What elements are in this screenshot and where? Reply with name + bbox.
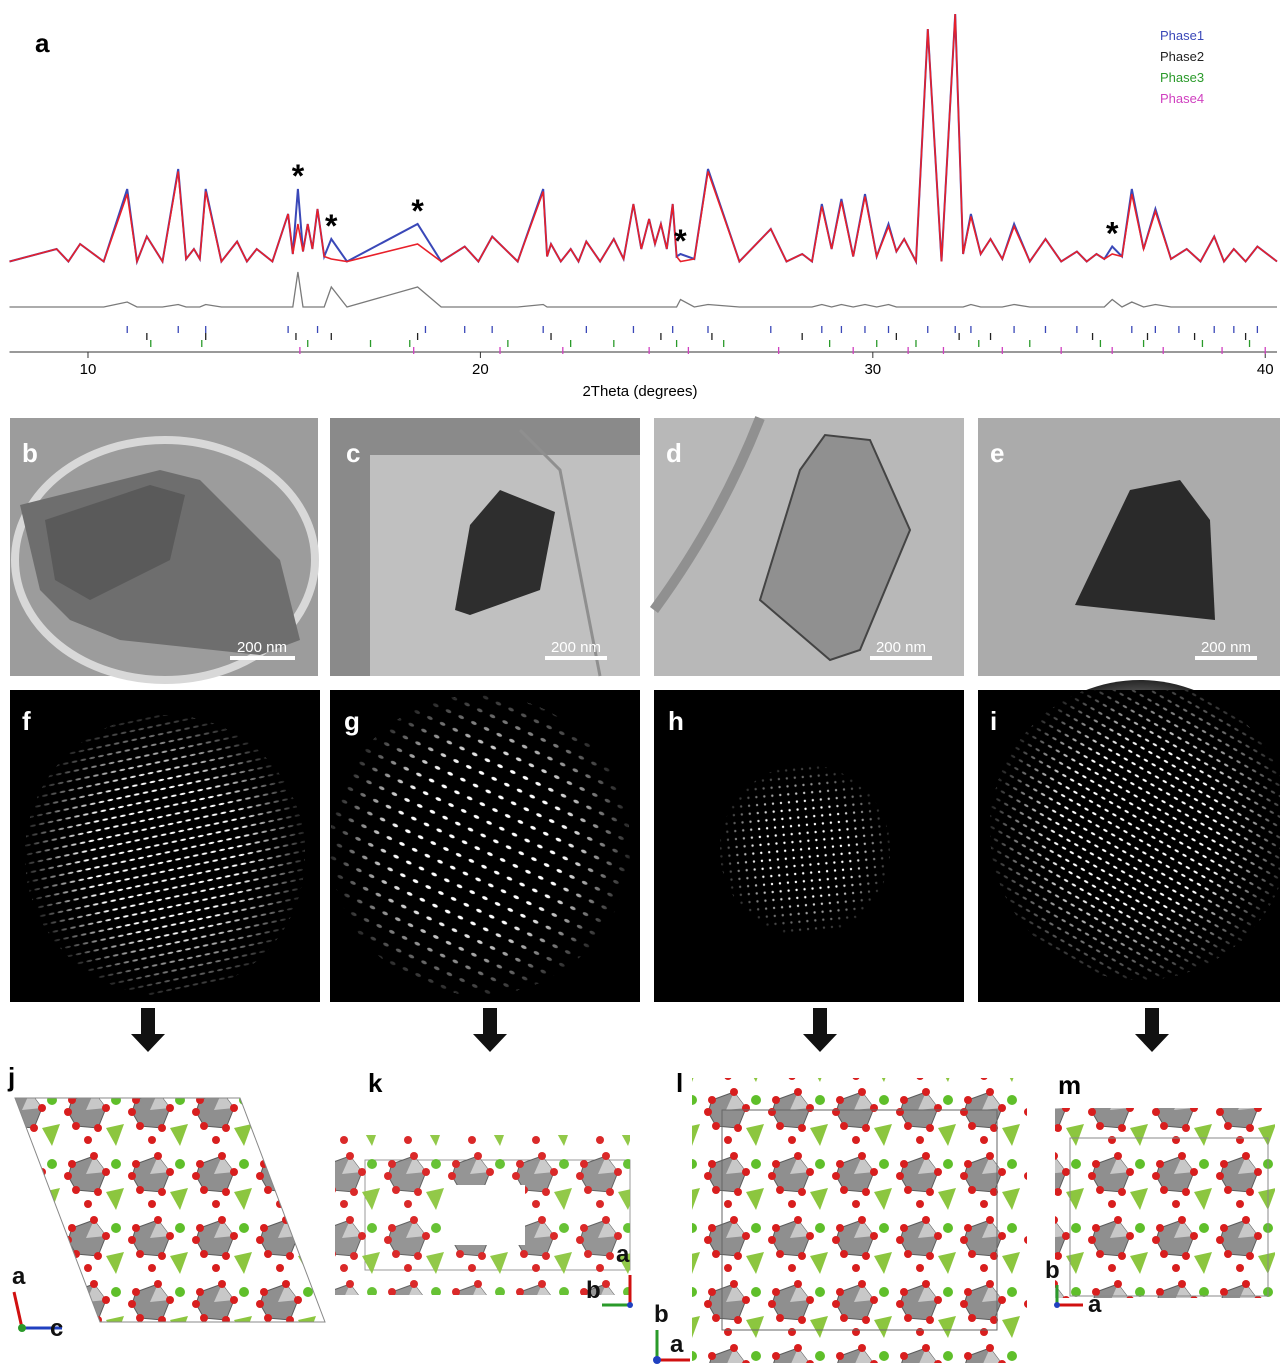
panel-label: c (346, 438, 360, 468)
annotation: * (292, 158, 305, 194)
legend-entry: Phase2 (1160, 49, 1204, 64)
panel-label: a (35, 28, 50, 58)
panel-label: l (676, 1068, 683, 1098)
scale-bar-label: 200 nm (1201, 639, 1251, 656)
diffraction-pattern (330, 690, 640, 1002)
scale-bar-label: 200 nm (237, 639, 287, 656)
micrograph (978, 418, 1280, 676)
x-tick-label: 30 (864, 361, 881, 378)
annotation: * (674, 223, 687, 259)
panel-label: g (344, 706, 360, 736)
legend-entry: Phase4 (1160, 91, 1204, 106)
panel-label: b (22, 438, 38, 468)
x-tick-label: 10 (80, 361, 97, 378)
diffraction-pattern (978, 680, 1280, 1002)
panel-label: k (368, 1068, 383, 1098)
panel-label: j (7, 1062, 15, 1092)
axis-label: a (616, 1241, 630, 1268)
legend-entry: Phase1 (1160, 28, 1204, 43)
calculated-line (10, 14, 1278, 262)
axis-label: a (1088, 1291, 1102, 1318)
annotation: * (411, 193, 424, 229)
scale-bar-label: 200 nm (876, 639, 926, 656)
chart: 10 20 30 40 Phase1 Phase2 Phase3 Phase4 * * * * * (10, 14, 1278, 378)
axis-label: a (670, 1331, 684, 1358)
annotation: * (325, 208, 338, 244)
axis-label: a (12, 1263, 26, 1290)
axis-label: c (50, 1315, 63, 1342)
annotation: * (1106, 216, 1119, 252)
panel-label: i (990, 706, 997, 736)
axis-label: b (586, 1277, 601, 1304)
x-tick-label: 20 (472, 361, 489, 378)
crystal-structure (692, 1078, 1027, 1363)
micrograph (330, 418, 640, 676)
axis-label: b (1045, 1257, 1060, 1284)
diffraction-pattern (10, 690, 320, 1002)
crystal-structure (1055, 1108, 1275, 1298)
legend-entry: Phase3 (1160, 70, 1204, 85)
x-tick-label: 40 (1257, 361, 1274, 378)
panel-label: h (668, 706, 684, 736)
panel-label: e (990, 438, 1004, 468)
figure: a 2Theta (degrees) 10 20 30 40 Phase1 Phase2 P… (0, 0, 1280, 1368)
scale-bar-label: 200 nm (551, 639, 601, 656)
panel-label: d (666, 438, 682, 468)
axis-label: b (654, 1301, 669, 1328)
panel-label: m (1058, 1070, 1081, 1100)
difference-line (10, 272, 1278, 307)
crystal-structure (15, 1098, 325, 1322)
diffraction-pattern (654, 690, 964, 1002)
crystal-structure (335, 1135, 630, 1295)
arrows (131, 1008, 1169, 1052)
x-axis-label: 2Theta (degrees) (582, 383, 697, 400)
micrograph (654, 418, 964, 676)
panel-label: f (22, 706, 31, 736)
observed-line (10, 14, 1278, 262)
